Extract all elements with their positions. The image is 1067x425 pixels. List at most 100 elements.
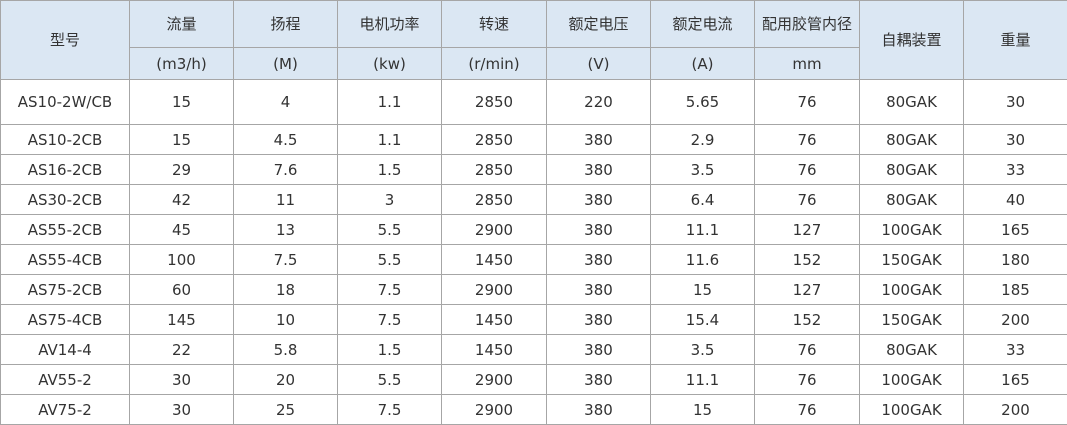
table-cell: 80GAK	[859, 154, 964, 185]
table-cell: 100GAK	[859, 214, 964, 245]
table-cell: 5.8	[233, 334, 338, 365]
model-cell: AS75-2CB	[0, 274, 130, 305]
model-cell: AV14-4	[0, 334, 130, 365]
table-cell: 4.5	[233, 124, 338, 155]
column-unit: (r/min)	[441, 47, 547, 80]
column-header: 流量	[129, 0, 234, 48]
column-unit: (V)	[546, 47, 651, 80]
table-cell: 29	[129, 154, 234, 185]
model-cell: AV75-2	[0, 394, 130, 425]
table-cell: 5.65	[650, 79, 755, 125]
table-cell: 30	[963, 124, 1067, 155]
table-cell: 1.1	[337, 79, 442, 125]
table-cell: 2850	[441, 79, 547, 125]
table-cell: 1450	[441, 334, 547, 365]
table-row: AS75-4CB 145 10 7.5 1450 380 15.4 152 150GAK 200	[0, 304, 1067, 335]
table-cell: 18	[233, 274, 338, 305]
table-cell: 11.1	[650, 214, 755, 245]
table-cell: 11.1	[650, 364, 755, 395]
table-cell: 3.5	[650, 334, 755, 365]
table-cell: 380	[546, 214, 651, 245]
table-cell: 45	[129, 214, 234, 245]
table-cell: 185	[963, 274, 1067, 305]
model-cell: AS16-2CB	[0, 154, 130, 185]
table-cell: 380	[546, 274, 651, 305]
table-cell: 165	[963, 214, 1067, 245]
table-cell: 2.9	[650, 124, 755, 155]
table-cell: 1.5	[337, 334, 442, 365]
table-cell: 30	[129, 394, 234, 425]
table-cell: 2900	[441, 394, 547, 425]
column-header: 电机功率	[337, 0, 442, 48]
column-header: 转速	[441, 0, 547, 48]
table-cell: 380	[546, 184, 651, 215]
table-cell: 15	[650, 274, 755, 305]
table-cell: 22	[129, 334, 234, 365]
column-unit: (A)	[650, 47, 755, 80]
table-cell: 380	[546, 364, 651, 395]
table-row: AS10-2CB 15 4.5 1.1 2850 380 2.9 76 80GAK 30	[0, 124, 1067, 155]
model-cell: AS10-2W/CB	[0, 79, 130, 125]
table-cell: 100GAK	[859, 364, 964, 395]
table-cell: 5.5	[337, 214, 442, 245]
table-cell: 7.5	[337, 304, 442, 335]
table-cell: 7.6	[233, 154, 338, 185]
table-row: AV14-4 22 5.8 1.5 1450 380 3.5 76 80GAK 33	[0, 334, 1067, 365]
table-cell: 20	[233, 364, 338, 395]
table-cell: 76	[754, 364, 860, 395]
table-cell: 30	[129, 364, 234, 395]
column-header: 重量	[963, 0, 1067, 80]
table-row: AS55-2CB 45 13 5.5 2900 380 11.1 127 100GAK 165	[0, 214, 1067, 245]
column-header: 配用胶管内径	[754, 0, 860, 48]
table-cell: 80GAK	[859, 334, 964, 365]
model-cell: AS30-2CB	[0, 184, 130, 215]
model-cell: AS55-2CB	[0, 214, 130, 245]
table-cell: 76	[754, 394, 860, 425]
column-header: 扬程	[233, 0, 338, 48]
table-cell: 380	[546, 394, 651, 425]
table-cell: 165	[963, 364, 1067, 395]
table-cell: 100	[129, 244, 234, 275]
table-cell: 15.4	[650, 304, 755, 335]
table-header: 型号 流量 扬程 电机功率 转速 额定电压 额定电流 配用胶管内径 自耦装置 重量 (m3/h)(…	[0, 0, 1067, 80]
table-row: AS10-2W/CB 15 4 1.1 2850 220 5.65 76 80GAK 30	[0, 79, 1067, 125]
table-row: AS55-4CB 100 7.5 5.5 1450 380 11.6 152 150GAK 180	[0, 244, 1067, 275]
column-unit: mm	[754, 47, 860, 80]
table-cell: 11.6	[650, 244, 755, 275]
table-cell: 7.5	[233, 244, 338, 275]
table-cell: 15	[650, 394, 755, 425]
table-cell: 15	[129, 124, 234, 155]
table-cell: 152	[754, 304, 860, 335]
table-cell: 2850	[441, 154, 547, 185]
table-cell: 11	[233, 184, 338, 215]
table-cell: 3	[337, 184, 442, 215]
table-cell: 15	[129, 79, 234, 125]
table-row: AS30-2CB 42 11 3 2850 380 6.4 76 80GAK 40	[0, 184, 1067, 215]
table-cell: 60	[129, 274, 234, 305]
table-cell: 150GAK	[859, 244, 964, 275]
unit-row: (m3/h) (M) (kw) (r/min) (V) (A) mm	[1, 47, 1067, 80]
table-cell: 33	[963, 154, 1067, 185]
model-cell: AS75-4CB	[0, 304, 130, 335]
table-cell: 150GAK	[859, 304, 964, 335]
table-cell: 2900	[441, 364, 547, 395]
header-row: 型号 流量 扬程 电机功率 转速 额定电压 额定电流 配用胶管内径 自耦装置 重量	[0, 0, 1067, 80]
column-unit: (kw)	[337, 47, 442, 80]
table-cell: 200	[963, 394, 1067, 425]
table-cell: 2900	[441, 274, 547, 305]
table-cell: 127	[754, 274, 860, 305]
model-cell: AS10-2CB	[0, 124, 130, 155]
table-cell: 30	[963, 79, 1067, 125]
table-cell: 220	[546, 79, 651, 125]
table-cell: 2850	[441, 124, 547, 155]
table-row: AV55-2 30 20 5.5 2900 380 11.1 76 100GAK 165	[0, 364, 1067, 395]
table-cell: 7.5	[337, 394, 442, 425]
table-cell: 76	[754, 154, 860, 185]
table-cell: 25	[233, 394, 338, 425]
table-cell: 1.5	[337, 154, 442, 185]
table-cell: 380	[546, 304, 651, 335]
table-row: AV75-2 30 25 7.5 2900 380 15 76 100GAK 200	[0, 394, 1067, 425]
table-cell: 6.4	[650, 184, 755, 215]
table-cell: 40	[963, 184, 1067, 215]
